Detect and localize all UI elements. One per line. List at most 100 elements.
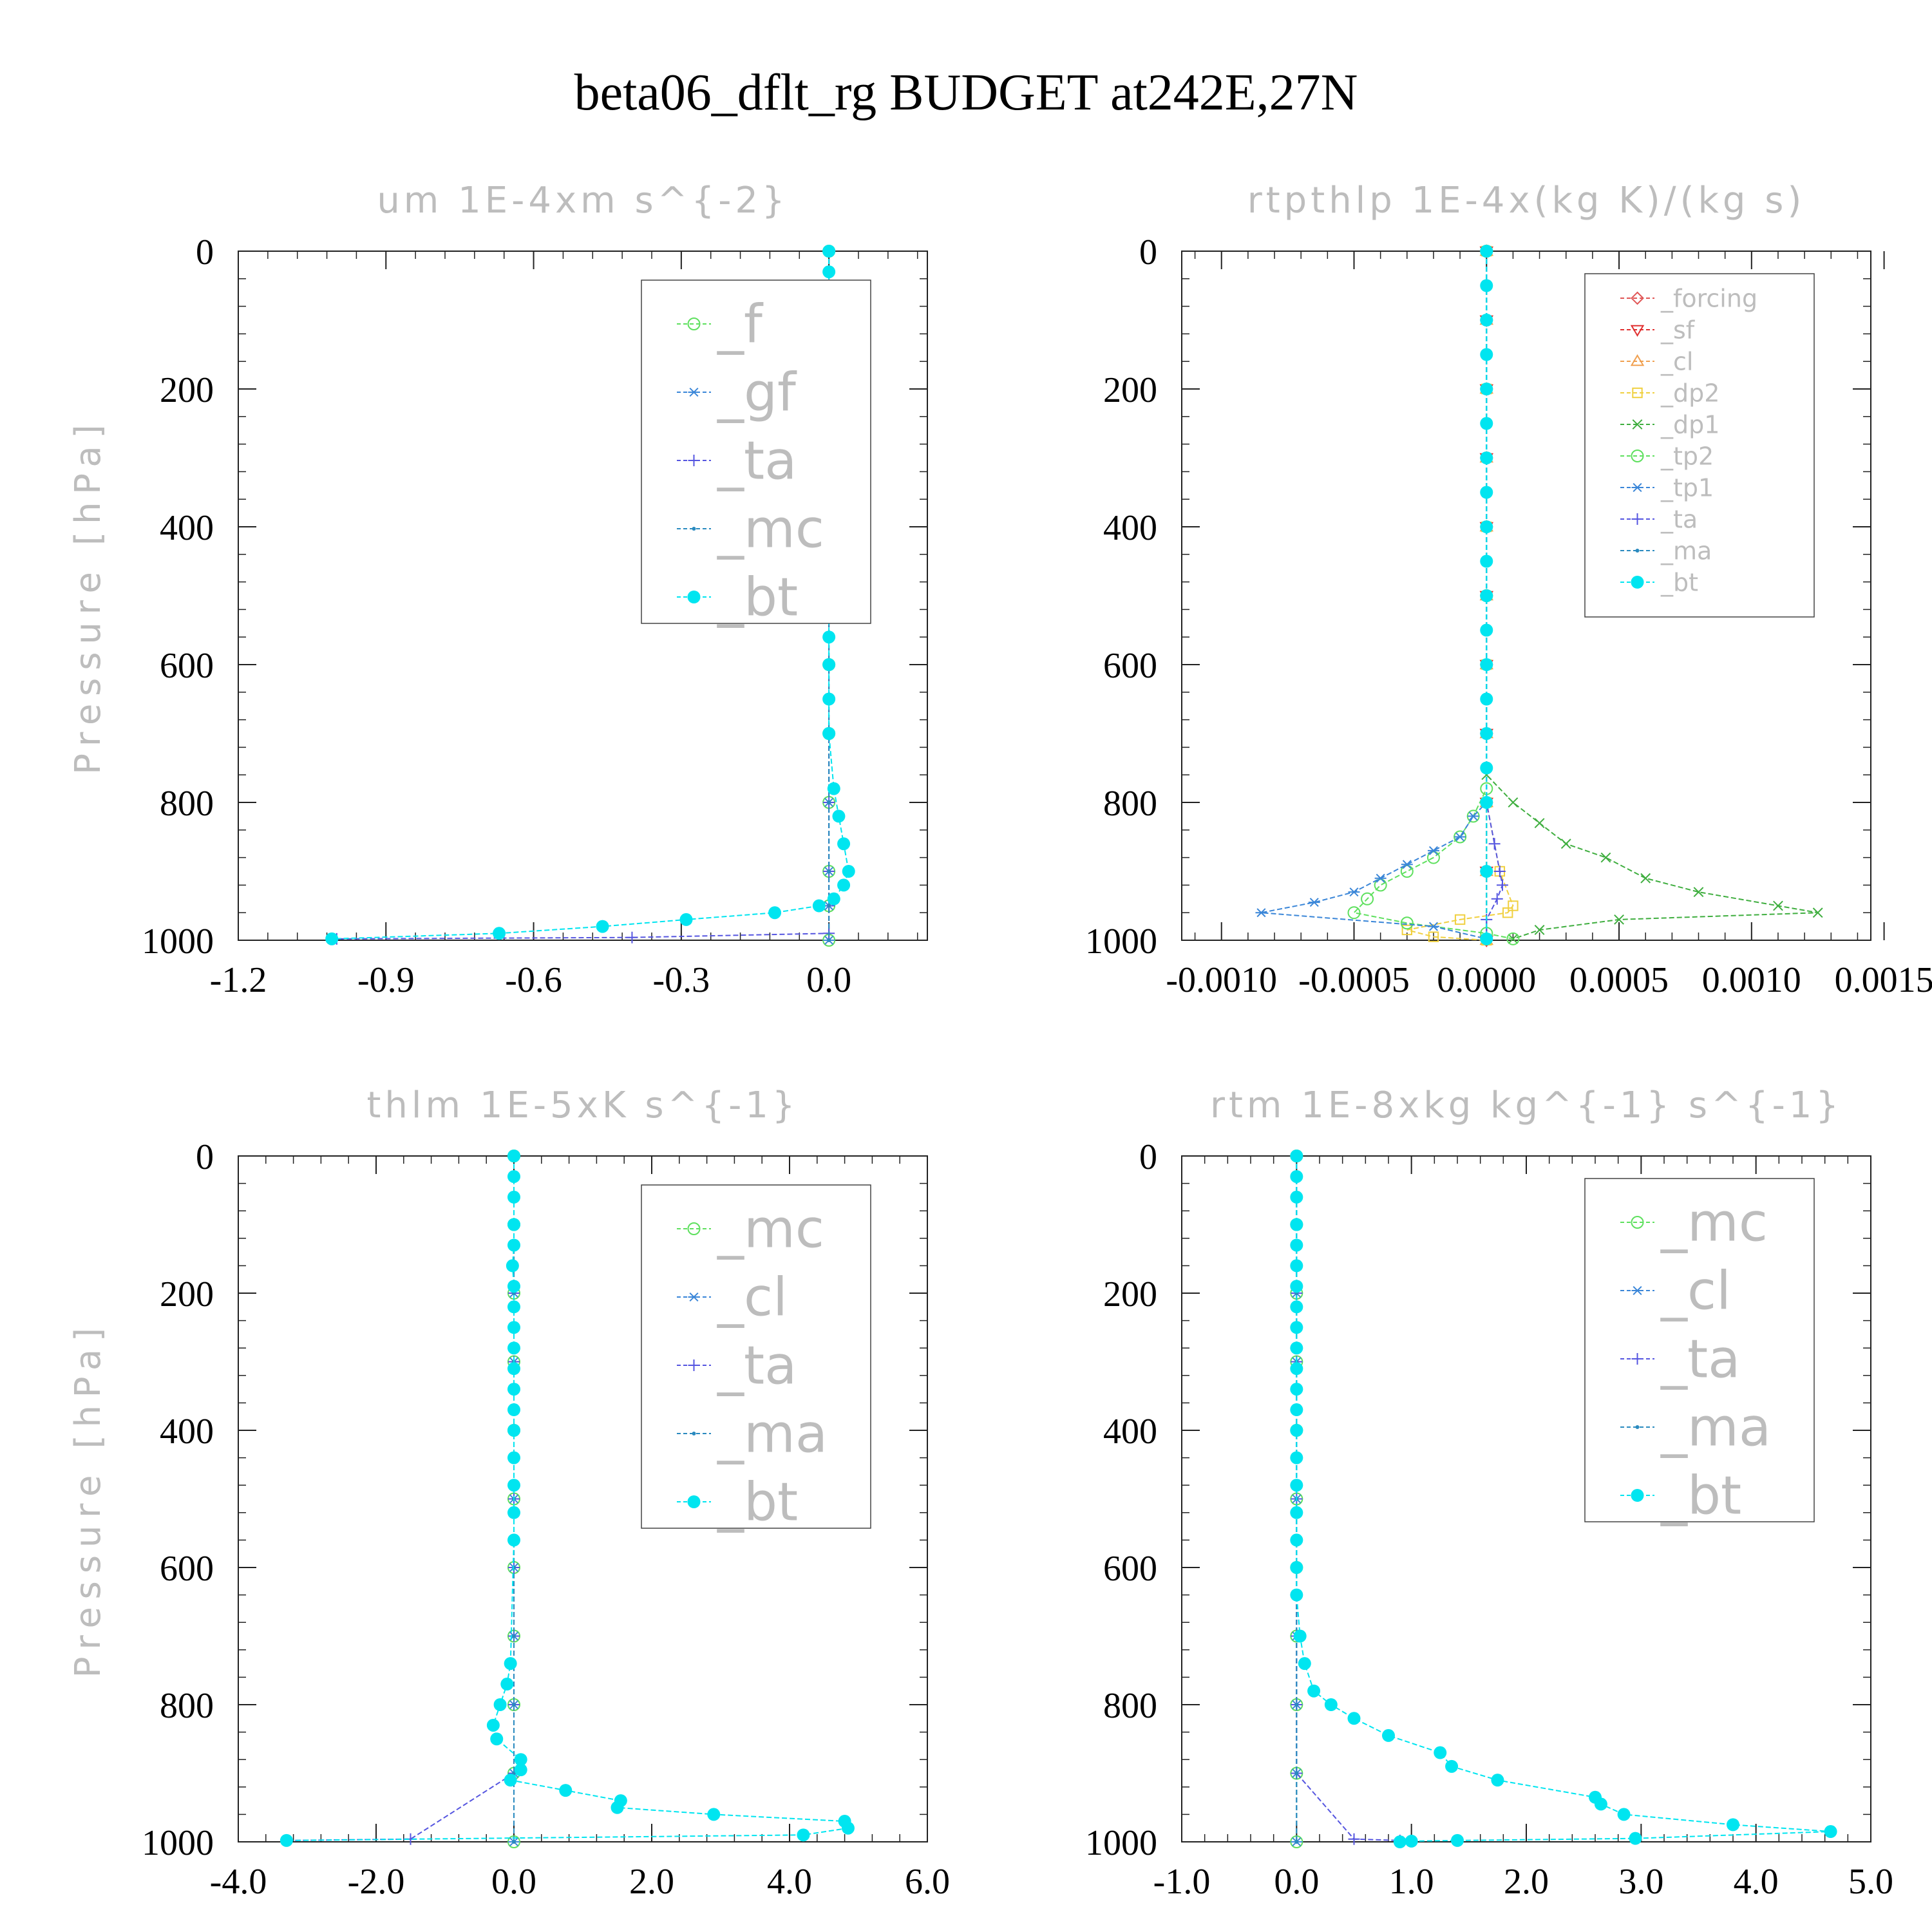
data-point bbox=[279, 1833, 293, 1847]
data-point bbox=[1290, 1561, 1303, 1574]
data-point bbox=[1290, 1321, 1303, 1334]
data-point bbox=[507, 1403, 520, 1417]
x-tick-label: -1.2 bbox=[210, 960, 267, 1000]
data-point bbox=[1617, 1808, 1631, 1821]
x-tick-label: -4.0 bbox=[210, 1862, 267, 1902]
legend-marker bbox=[1630, 325, 1645, 337]
y-tick-label: 0 bbox=[1139, 1137, 1157, 1177]
data-point bbox=[1534, 818, 1545, 829]
y-tick-label: 0 bbox=[196, 232, 214, 272]
figure-title: beta06_dflt_rg BUDGET at242E,27N bbox=[574, 64, 1358, 121]
chart-panel-1: um 1E-4xm s^{-2} Pressure [hPa] 0 200 400 600… bbox=[68, 180, 928, 1000]
legend-marker bbox=[1635, 549, 1640, 553]
x-tick-label: 4.0 bbox=[767, 1862, 812, 1902]
data-point bbox=[1290, 1150, 1303, 1162]
data-point bbox=[507, 1280, 520, 1293]
data-point bbox=[493, 927, 506, 940]
data-point bbox=[1348, 887, 1360, 897]
y-tick-label: 600 bbox=[1103, 1549, 1157, 1589]
legend-label: _bt bbox=[717, 1472, 798, 1533]
data-point bbox=[507, 1506, 520, 1519]
chart-panel-2: rtpthlp 1E-4x(kg K)/(kg s) Pressure [hPa]… bbox=[68, 180, 1932, 1000]
legend-label: _ma bbox=[1660, 536, 1712, 565]
data-point bbox=[1467, 811, 1479, 821]
series-ta bbox=[280, 1150, 520, 1846]
data-point bbox=[1427, 922, 1439, 931]
x-tick-label: 5.0 bbox=[1848, 1862, 1893, 1902]
data-point bbox=[1480, 417, 1493, 430]
data-point bbox=[514, 1753, 527, 1766]
data-point bbox=[1290, 1259, 1303, 1273]
data-point bbox=[1361, 892, 1374, 905]
x-tick-label: -0.6 bbox=[505, 960, 562, 1000]
data-point bbox=[1502, 907, 1513, 918]
y-tick-label: 800 bbox=[160, 1686, 214, 1726]
data-point bbox=[486, 1718, 500, 1732]
data-point bbox=[841, 1821, 855, 1835]
legend-marker bbox=[1630, 354, 1645, 366]
data-point bbox=[1290, 1218, 1303, 1231]
series-line bbox=[286, 1156, 515, 1841]
data-point bbox=[507, 1190, 520, 1204]
legend-marker bbox=[1631, 576, 1644, 589]
data-point bbox=[507, 1383, 520, 1396]
data-point bbox=[1428, 931, 1439, 942]
legend-box bbox=[1584, 1178, 1815, 1522]
data-point bbox=[1480, 314, 1493, 327]
data-point bbox=[1534, 925, 1545, 935]
data-point bbox=[626, 931, 638, 943]
data-point bbox=[1480, 348, 1493, 361]
data-point bbox=[827, 800, 831, 804]
data-point bbox=[1290, 1190, 1303, 1204]
data-point bbox=[1382, 1728, 1395, 1742]
legend-label: _ta bbox=[717, 1336, 797, 1397]
y-tick-label: 1000 bbox=[1085, 1823, 1157, 1863]
legend-marker bbox=[687, 1495, 701, 1508]
data-point bbox=[1445, 1759, 1459, 1773]
data-point bbox=[1290, 1451, 1303, 1464]
y-tick-label: 400 bbox=[160, 1412, 214, 1452]
legend-label: _bt bbox=[717, 567, 798, 629]
data-point bbox=[822, 245, 836, 258]
data-point bbox=[611, 1801, 624, 1814]
x-tick-label: 0.0 bbox=[806, 960, 851, 1000]
legend-marker bbox=[688, 387, 700, 397]
data-point bbox=[1298, 1657, 1311, 1671]
data-point bbox=[1491, 1774, 1504, 1787]
data-point bbox=[1290, 1383, 1303, 1396]
x-tick-label: -0.0005 bbox=[1298, 960, 1410, 1000]
data-point bbox=[1614, 914, 1624, 925]
data-point bbox=[707, 1808, 721, 1821]
x-tick-label: 0.0005 bbox=[1569, 960, 1669, 1000]
y-axis-label: Pressure [hPa] bbox=[68, 417, 108, 774]
legend-label: _ma bbox=[717, 1404, 828, 1465]
legend-label: _cl bbox=[717, 1267, 788, 1329]
data-point bbox=[1480, 761, 1493, 775]
data-point bbox=[1290, 1533, 1303, 1547]
x-tick-label: -0.0010 bbox=[1166, 960, 1277, 1000]
data-point bbox=[1454, 914, 1466, 925]
legend-label: _gf bbox=[717, 363, 797, 424]
data-point bbox=[1290, 1424, 1303, 1437]
x-tick-label: -1.0 bbox=[1153, 1862, 1211, 1902]
data-point bbox=[768, 906, 782, 920]
data-point bbox=[827, 892, 840, 905]
data-point bbox=[1773, 900, 1783, 911]
data-point bbox=[1727, 1818, 1739, 1832]
y-tick-label: 1000 bbox=[142, 922, 214, 961]
y-tick-label: 800 bbox=[1103, 1686, 1157, 1726]
data-point bbox=[1629, 1832, 1642, 1845]
data-point bbox=[507, 1238, 520, 1252]
legend-marker bbox=[1631, 1489, 1644, 1502]
legend-label: _ta bbox=[1660, 1329, 1740, 1390]
data-point bbox=[679, 913, 693, 926]
legend-marker bbox=[1631, 291, 1644, 305]
data-point bbox=[822, 265, 836, 279]
data-point bbox=[1290, 1280, 1303, 1293]
data-point bbox=[1480, 451, 1493, 464]
data-point bbox=[1594, 1797, 1607, 1811]
data-point bbox=[1508, 933, 1519, 944]
data-point bbox=[822, 692, 836, 706]
data-point bbox=[1560, 838, 1571, 849]
y-tick-label: 1000 bbox=[142, 1823, 214, 1863]
